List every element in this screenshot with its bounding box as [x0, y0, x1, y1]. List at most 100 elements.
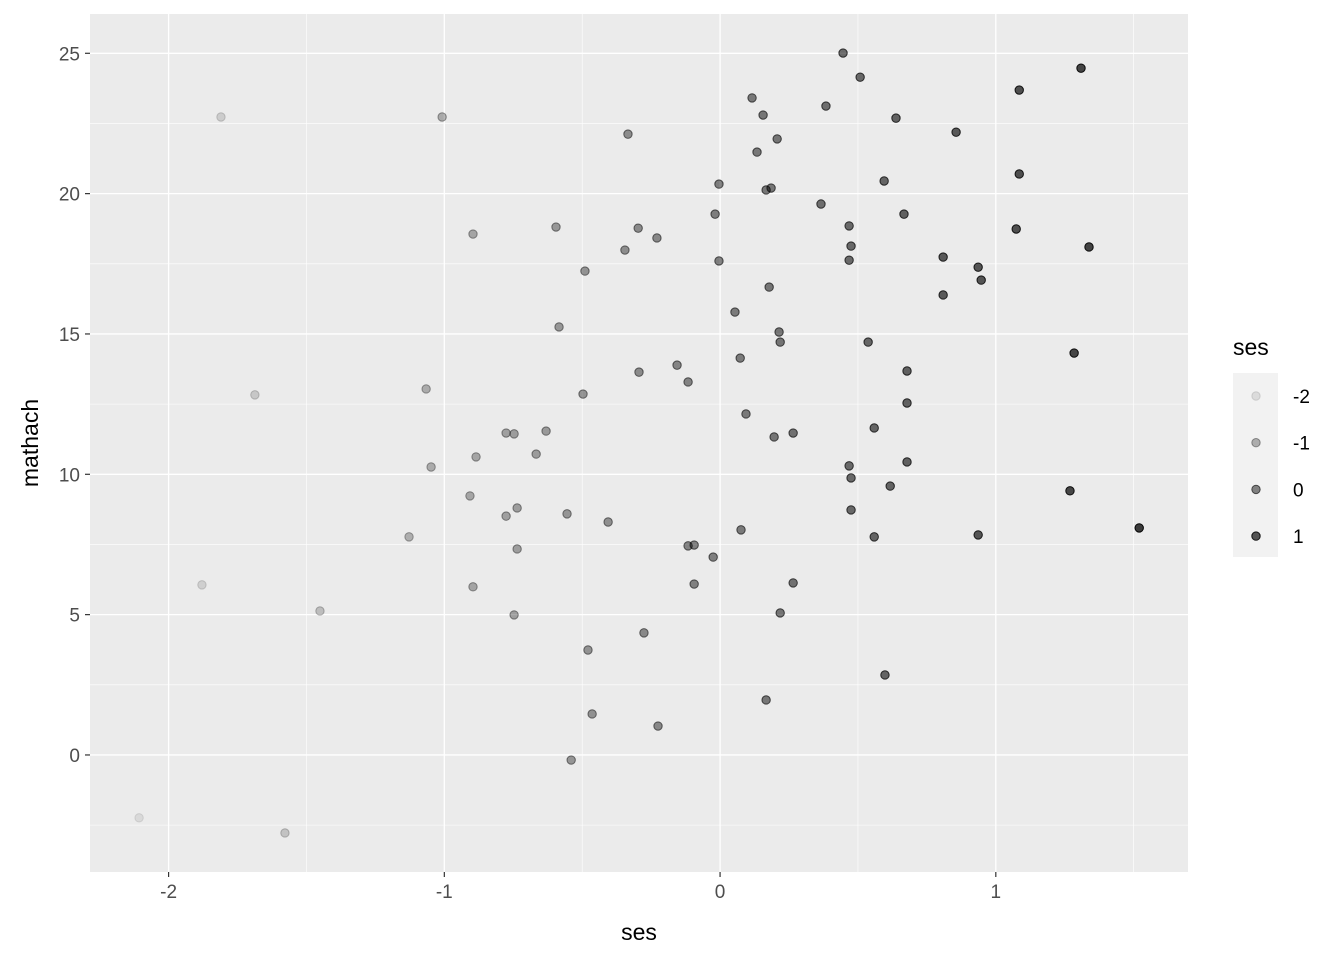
grid [90, 14, 1188, 872]
data-point [902, 398, 912, 408]
y-tick-label: 10 [59, 465, 80, 486]
data-point [653, 721, 663, 731]
data-point [879, 176, 889, 186]
data-point [1069, 348, 1079, 358]
y-tick-label: 25 [59, 44, 80, 65]
data-point [714, 256, 724, 266]
data-point [512, 503, 522, 513]
data-point [578, 389, 588, 399]
data-point [501, 511, 511, 521]
legend-key-point [1251, 484, 1261, 495]
data-point [551, 222, 561, 232]
data-point [1014, 169, 1024, 179]
data-point [689, 540, 699, 550]
data-point [730, 307, 740, 317]
data-point [821, 101, 831, 111]
data-point [672, 360, 682, 370]
data-point [509, 610, 519, 620]
x-tick-label: -2 [160, 882, 177, 903]
x-axis-label: ses [621, 919, 657, 945]
points [134, 48, 1144, 838]
data-point [216, 112, 226, 122]
x-tick-label: 1 [991, 882, 1002, 903]
data-point [603, 517, 613, 527]
data-point [951, 127, 961, 137]
legend-key-point [1251, 391, 1261, 401]
data-point [736, 525, 746, 535]
data-point [468, 229, 478, 239]
data-point [1065, 486, 1075, 496]
data-point [735, 353, 745, 363]
data-point [788, 578, 798, 588]
legend-key-background [1233, 373, 1278, 557]
data-point [788, 428, 798, 438]
data-point [634, 367, 644, 377]
data-point [315, 606, 325, 616]
data-point [775, 337, 785, 347]
data-point [512, 544, 522, 554]
data-point [562, 509, 572, 519]
data-point [404, 532, 414, 542]
data-point [623, 129, 633, 139]
data-point [816, 199, 826, 209]
data-point [708, 552, 718, 562]
data-point [772, 134, 782, 144]
data-point [844, 255, 854, 265]
data-point [580, 266, 590, 276]
data-point [846, 505, 856, 515]
data-point [1084, 242, 1094, 252]
data-point [714, 179, 724, 189]
data-point [869, 532, 879, 542]
data-point [902, 366, 912, 376]
data-point [855, 72, 865, 82]
data-point [541, 426, 551, 436]
data-point [465, 491, 475, 501]
data-point [1014, 85, 1024, 95]
data-point [775, 608, 785, 618]
data-point [769, 432, 779, 442]
data-point [846, 473, 856, 483]
data-point [758, 110, 768, 120]
data-point [938, 252, 948, 262]
data-point [554, 322, 564, 332]
x-tick-label: -1 [436, 882, 453, 903]
legend-title: ses [1233, 334, 1269, 360]
data-point [891, 113, 901, 123]
data-point [197, 580, 207, 590]
data-point [421, 384, 431, 394]
data-point [1076, 63, 1086, 73]
data-point [1011, 224, 1021, 234]
y-tick-label: 0 [69, 746, 80, 767]
data-point [844, 461, 854, 471]
data-point [134, 813, 144, 823]
y-tick-label: 15 [59, 325, 80, 346]
data-point [531, 449, 541, 459]
data-point [846, 241, 856, 251]
data-point [280, 828, 290, 838]
data-point [652, 233, 662, 243]
data-point [683, 377, 693, 387]
plot-panel [90, 14, 1188, 872]
data-point [741, 409, 751, 419]
legend-key-point [1251, 531, 1261, 541]
legend-label: 1 [1293, 527, 1304, 548]
data-point [766, 183, 776, 193]
legend-label: -1 [1293, 434, 1310, 455]
data-point [885, 481, 895, 491]
data-point [752, 147, 762, 157]
data-point [620, 245, 630, 255]
data-point [844, 221, 854, 231]
data-point [899, 209, 909, 219]
data-point [838, 48, 848, 58]
data-point [863, 337, 873, 347]
data-point [710, 209, 720, 219]
y-tick-label: 5 [69, 606, 80, 627]
data-point [689, 579, 699, 589]
data-point [437, 112, 447, 122]
data-point [639, 628, 649, 638]
data-point [902, 457, 912, 467]
data-point [250, 390, 260, 400]
data-point [468, 582, 478, 592]
data-point [973, 530, 983, 540]
